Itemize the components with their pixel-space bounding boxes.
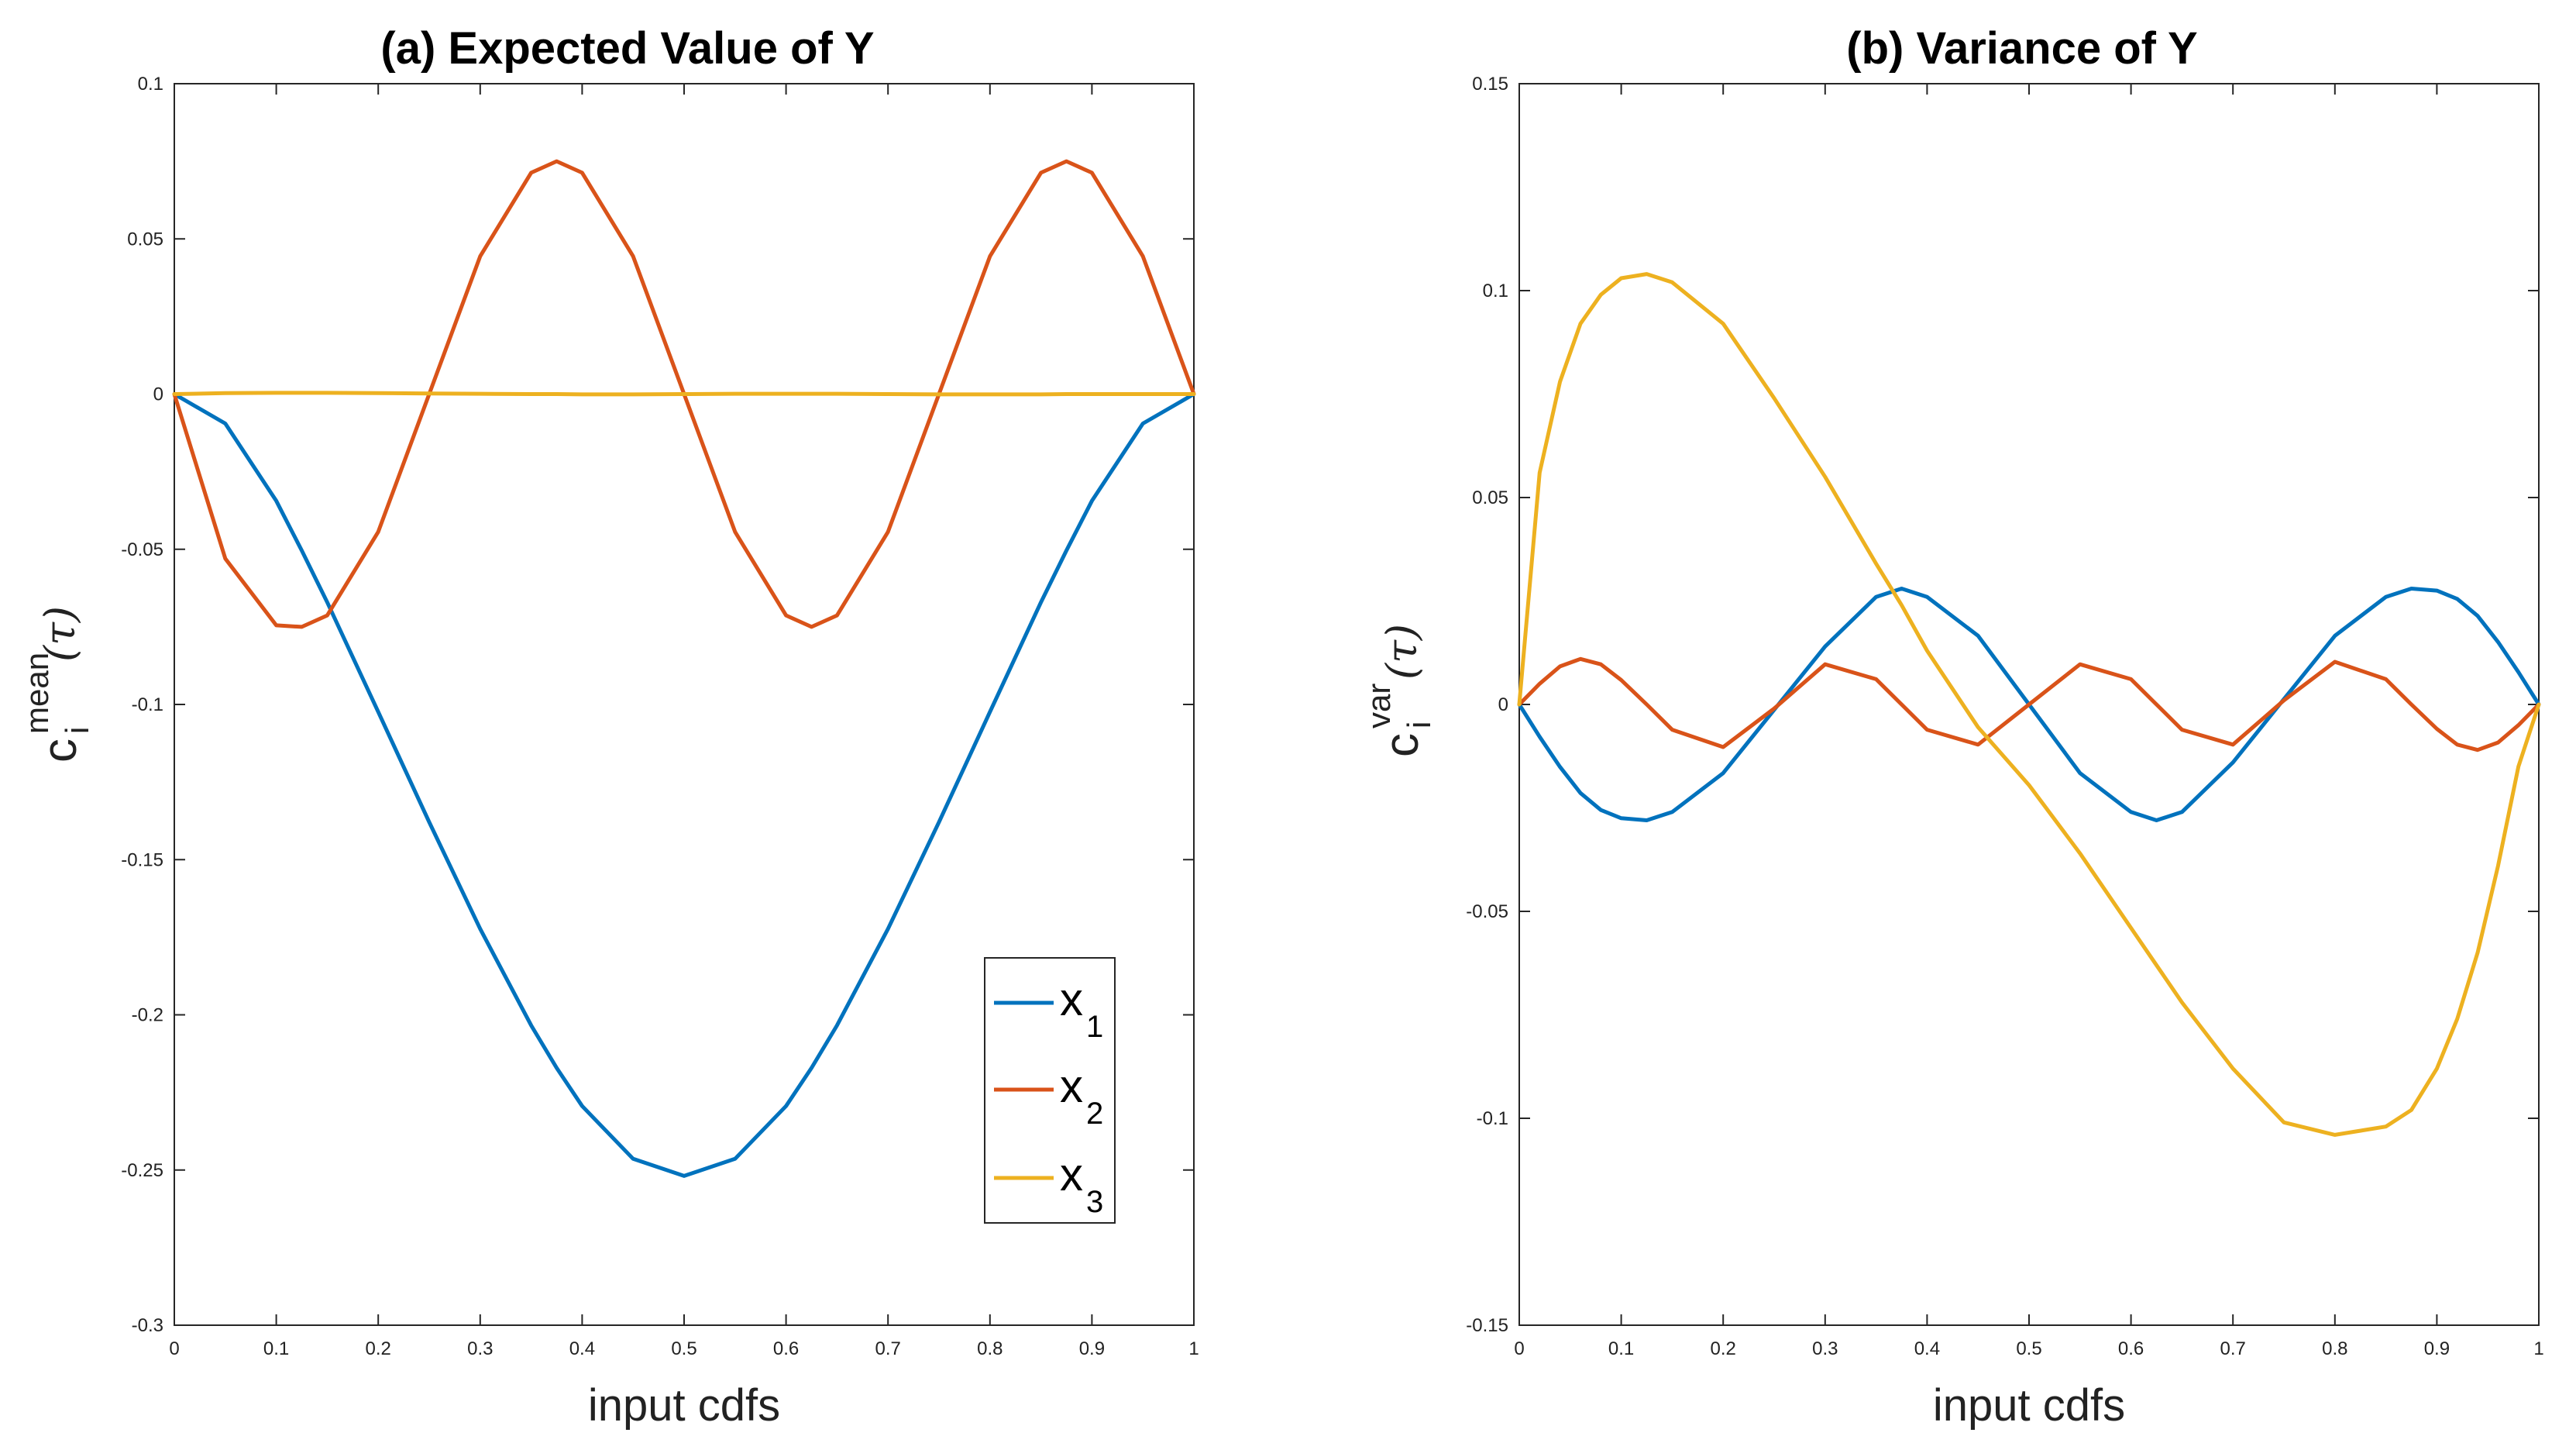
panel-b-lines — [1517, 272, 2541, 1137]
legend-label-x3: x — [1060, 1149, 1083, 1200]
panel-b-ytick-label: -0.05 — [1466, 901, 1508, 922]
legend: x 1 x 2 x 3 — [984, 957, 1116, 1224]
panel-a-ytick-label: -0.25 — [121, 1160, 163, 1181]
panel-a-series-x1 — [172, 392, 1196, 1178]
panel-b-xtick-label: 0.4 — [1914, 1338, 1940, 1359]
panel-b-xtick-label: 0.1 — [1608, 1338, 1634, 1359]
panel-a-xtick-label: 1 — [1188, 1338, 1199, 1359]
panel-b-title: (b) Variance of Y — [1846, 23, 2197, 74]
panel-a-ytick-label: 0.05 — [127, 229, 163, 250]
panel-a-xtick-label: 0 — [169, 1338, 179, 1359]
panel-a-ytick-label: -0.1 — [132, 694, 163, 715]
panel-b-ytick-label: 0.15 — [1472, 74, 1508, 95]
svg-text:x: x — [1060, 1149, 1083, 1200]
legend-sub-x3: 3 — [1086, 1185, 1103, 1219]
legend-entry-x2: x 2 — [994, 1060, 1103, 1131]
panel-a-ytick-label: -0.05 — [121, 539, 163, 560]
svg-text:c: c — [1375, 733, 1429, 757]
panel-b-xtick-label: 0.9 — [2424, 1338, 2450, 1359]
panel-b-xtick-label: 0.7 — [2220, 1338, 2246, 1359]
panel-a-xtick-label: 0.9 — [1079, 1338, 1105, 1359]
panel-a-ytick-label: 0.1 — [138, 74, 163, 95]
legend-entry-x3: x 3 — [994, 1149, 1103, 1219]
panel-b-xtick-label: 1 — [2533, 1338, 2543, 1359]
panel-b-ticks: 0 0.1 0.2 0.3 0.4 0.5 0.6 0.7 0.8 0.9 1 -0.15 -0.1 -0… — [1466, 74, 2543, 1359]
panel-a-ytick-label: -0.2 — [132, 1005, 163, 1026]
panel-a-ytick-label: 0 — [153, 384, 163, 405]
panel-b: (b) Variance of Y 0 0.1 0.2 0.3 0.4 0.5 0.6 0.7… — [1360, 23, 2544, 1431]
panel-a-xtick-label: 0.2 — [366, 1338, 391, 1359]
panel-b-xtick-label: 0.2 — [1711, 1338, 1736, 1359]
panel-b-ylabel-sub: i — [1401, 722, 1437, 728]
panel-a: (a) Expected Value of Y 0 0.1 0.2 0.3 0.4 0.5… — [19, 23, 1199, 1431]
panel-a-ytick-label: -0.15 — [121, 849, 163, 870]
panel-b-ytick-label: -0.1 — [1477, 1108, 1508, 1129]
panel-b-ylabel-main: c — [1375, 733, 1429, 757]
panel-a-ylabel: c mean i (τ) — [19, 606, 95, 763]
panel-a-ticks: 0 0.1 0.2 0.3 0.4 0.5 0.6 0.7 0.8 0.9 1 -0.3 -0.25 -0… — [121, 74, 1199, 1359]
legend-entry-x1: x 1 — [994, 973, 1103, 1044]
panel-a-lines — [172, 159, 1196, 1178]
panel-b-xlabel: input cdfs — [1933, 1380, 2125, 1431]
panel-a-ytick-label: -0.3 — [132, 1315, 163, 1336]
panel-b-ytick-label: 0.05 — [1472, 487, 1508, 508]
panel-b-xtick-label: 0 — [1514, 1338, 1524, 1359]
svg-text:x: x — [1060, 973, 1083, 1025]
panel-a-xtick-label: 0.3 — [467, 1338, 493, 1359]
panel-b-xtick-label: 0.8 — [2322, 1338, 2347, 1359]
svg-text:c: c — [33, 739, 87, 763]
panel-b-series-x2 — [1517, 656, 2541, 752]
panel-a-xtick-label: 0.1 — [263, 1338, 289, 1359]
panel-a-xtick-label: 0.5 — [671, 1338, 696, 1359]
panel-b-ytick-label: 0 — [1498, 694, 1508, 715]
legend-label-x2: x — [1060, 1060, 1083, 1112]
panel-a-xtick-label: 0.8 — [977, 1338, 1003, 1359]
panel-a-title: (a) Expected Value of Y — [380, 23, 874, 74]
panel-b-ytick-label: 0.1 — [1483, 281, 1508, 301]
panel-a-xtick-label: 0.6 — [773, 1338, 799, 1359]
svg-text:x: x — [1060, 1060, 1083, 1112]
panel-a-ylabel-arg: (τ) — [36, 606, 84, 662]
panel-b-xtick-label: 0.3 — [1812, 1338, 1838, 1359]
legend-sub-x1: 1 — [1086, 1010, 1103, 1044]
panel-a-ylabel-sup: mean — [19, 653, 55, 734]
panel-b-ytick-label: -0.15 — [1466, 1315, 1508, 1336]
panel-a-ylabel-sub: i — [59, 727, 95, 734]
panel-a-xtick-label: 0.4 — [569, 1338, 595, 1359]
panel-b-ylabel-arg: (τ) — [1377, 624, 1426, 680]
panel-a-series-x3 — [172, 391, 1196, 397]
panel-a-xlabel: input cdfs — [588, 1380, 780, 1431]
panel-b-xtick-label: 0.5 — [2016, 1338, 2041, 1359]
panel-b-xtick-label: 0.6 — [2118, 1338, 2144, 1359]
panel-a-ylabel-main: c — [33, 739, 87, 763]
panel-b-series-x3 — [1517, 272, 2541, 1137]
panel-b-ylabel-sup: var — [1360, 684, 1397, 728]
panel-b-ylabel: c var i (τ) — [1360, 624, 1437, 757]
panel-a-xtick-label: 0.7 — [875, 1338, 901, 1359]
legend-sub-x2: 2 — [1086, 1097, 1103, 1131]
legend-label-x1: x — [1060, 973, 1083, 1025]
